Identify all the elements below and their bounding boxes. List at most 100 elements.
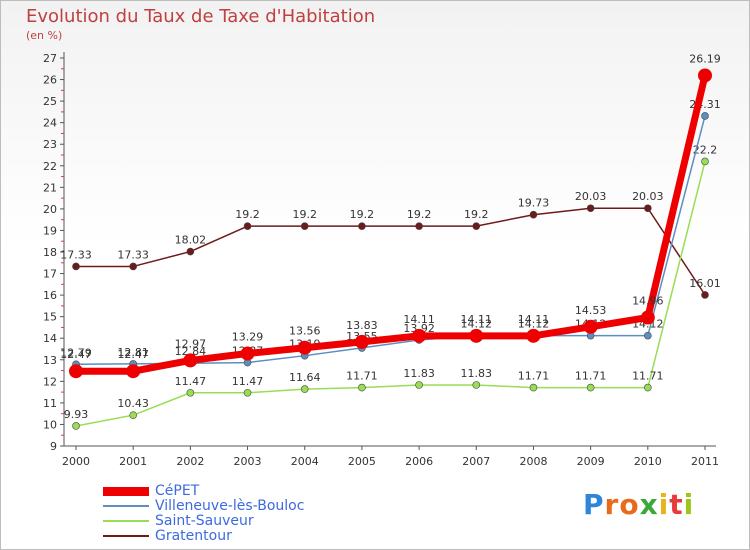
- series-line-cepet: [76, 74, 709, 375]
- data-label-saint-sauveur: 11.71: [632, 370, 664, 383]
- data-label-villeneuve-les-bouloc: 12.84: [175, 345, 207, 358]
- data-label-saint-sauveur: 11.47: [232, 375, 264, 388]
- x-tick-label: 2003: [234, 455, 262, 468]
- logo-letter: t: [669, 488, 684, 521]
- series-gratentour: 17.33 17.33 18.02 19.2 19.2 19.2 19.2 19.2 19.73…: [60, 190, 721, 299]
- x-tick-label: 2008: [519, 455, 547, 468]
- legend: CéPET Villeneuve-lès-Bouloc Saint-Sauveur G…: [103, 483, 363, 544]
- data-point-saint-sauveur: [529, 383, 538, 392]
- legend-label: Saint-Sauveur: [155, 513, 254, 529]
- data-label-cepet: 13.56: [289, 325, 321, 338]
- data-point-villeneuve-les-bouloc: [701, 112, 709, 120]
- legend-item: Gratentour: [103, 528, 363, 544]
- data-point-cepet: [297, 340, 312, 355]
- data-label-villeneuve-les-bouloc: 14.12: [461, 318, 493, 331]
- legend-label: CéPET: [155, 483, 200, 499]
- data-label-saint-sauveur: 11.83: [403, 367, 435, 380]
- legend-item: CéPET: [103, 483, 363, 499]
- data-label-cepet: 13.83: [346, 319, 378, 332]
- data-label-gratentour: 19.2: [464, 208, 489, 221]
- data-label-saint-sauveur: 11.83: [461, 367, 493, 380]
- x-tick-label: 2005: [348, 455, 376, 468]
- proxiti-logo: Proxiti: [583, 488, 694, 521]
- data-point-cepet: [183, 353, 198, 368]
- data-label-saint-sauveur: 11.47: [175, 375, 207, 388]
- data-point-cepet: [412, 328, 427, 343]
- data-point-cepet: [69, 364, 83, 379]
- data-label-cepet: 12.47: [117, 348, 149, 361]
- data-label-saint-sauveur: 22.2: [693, 143, 718, 156]
- y-tick-label: 18: [43, 246, 57, 259]
- legend-label: Villeneuve-lès-Bouloc: [155, 498, 305, 514]
- logo-letter: x: [639, 488, 659, 521]
- x-tick-label: 2000: [62, 455, 90, 468]
- x-tick-label: 2004: [291, 455, 319, 468]
- legend-swatch: [103, 486, 149, 496]
- y-tick-label: 25: [43, 95, 57, 108]
- y-tick-label: 21: [43, 181, 57, 194]
- data-point-gratentour: [472, 222, 481, 230]
- legend-label: Gratentour: [155, 528, 232, 544]
- data-point-gratentour: [129, 262, 137, 271]
- data-label-villeneuve-les-bouloc: 14.12: [518, 318, 550, 331]
- logo-letter: i: [683, 488, 695, 521]
- data-point-cepet: [526, 328, 541, 343]
- data-point-cepet: [469, 328, 484, 343]
- logo-letter: r: [604, 488, 620, 521]
- data-label-saint-sauveur: 9.93: [64, 408, 89, 421]
- y-tick-label: 12: [43, 375, 57, 388]
- data-label-cepet: 13.29: [232, 331, 264, 344]
- legend-item: Saint-Sauveur: [103, 513, 363, 529]
- y-tick-label: 24: [43, 117, 57, 130]
- data-label-gratentour: 19.2: [292, 208, 317, 221]
- data-label-gratentour: 19.2: [350, 208, 375, 221]
- data-point-gratentour: [586, 204, 595, 213]
- series-saint-sauveur: 9.93 10.43 11.47 11.47 11.64 11.71 11.83 11.83 1…: [64, 143, 718, 430]
- data-point-saint-sauveur: [472, 381, 481, 389]
- logo-letter: o: [619, 488, 640, 521]
- data-point-saint-sauveur: [243, 388, 252, 397]
- y-tick-label: 13: [43, 354, 57, 367]
- data-label-saint-sauveur: 11.71: [518, 370, 550, 383]
- data-point-gratentour: [300, 222, 309, 230]
- data-label-gratentour: 17.33: [60, 248, 92, 261]
- legend-swatch: [103, 520, 149, 522]
- x-tick-label: 2002: [176, 455, 204, 468]
- data-point-gratentour: [358, 222, 366, 230]
- data-label-cepet: 14.11: [461, 313, 493, 326]
- unit-note: (en %): [26, 29, 63, 42]
- data-label-gratentour: 18.02: [175, 234, 207, 247]
- data-point-saint-sauveur: [300, 385, 309, 393]
- y-tick-label: 14: [43, 332, 57, 345]
- x-tick-label: 2006: [405, 455, 433, 468]
- data-point-saint-sauveur: [186, 388, 195, 397]
- data-label-saint-sauveur: 11.71: [575, 370, 607, 383]
- series-villeneuve-les-bouloc: 12.7912.8112.8412.8713.1913.5513.9214.12…: [60, 98, 721, 369]
- data-point-saint-sauveur: [586, 383, 595, 392]
- y-tick-label: 19: [43, 224, 57, 237]
- x-tick-label: 2011: [691, 455, 719, 468]
- legend-swatch: [103, 535, 149, 537]
- data-label-saint-sauveur: 10.43: [117, 397, 149, 410]
- data-point-gratentour: [644, 204, 652, 213]
- data-point-cepet: [354, 334, 369, 349]
- data-label-villeneuve-les-bouloc: 12.79: [60, 346, 92, 359]
- data-label-cepet: 26.19: [689, 52, 721, 65]
- series-line-saint-sauveur: [75, 161, 706, 427]
- y-tick-label: 10: [43, 418, 57, 431]
- series-cepet: 12.47 12.47 12.97 13.29 13.56 13.83 14.11 14.11…: [60, 52, 721, 379]
- chart-title: Evolution du Taux de Taxe d'Habitation: [26, 6, 376, 27]
- data-point-villeneuve-les-bouloc: [644, 331, 652, 340]
- data-point-cepet: [698, 68, 712, 83]
- data-label-saint-sauveur: 11.64: [289, 371, 321, 384]
- data-label-cepet: 14.53: [575, 304, 607, 317]
- y-tick-label: 11: [43, 397, 57, 410]
- data-label-villeneuve-les-bouloc: 12.81: [117, 346, 149, 359]
- data-label-cepet: 14.96: [632, 295, 664, 308]
- data-point-gratentour: [186, 247, 195, 256]
- data-label-gratentour: 20.03: [575, 190, 607, 203]
- x-tick-label: 2007: [462, 455, 490, 468]
- data-point-gratentour: [243, 222, 252, 230]
- y-tick-label: 16: [43, 289, 57, 302]
- y-tick-label: 9: [50, 440, 57, 453]
